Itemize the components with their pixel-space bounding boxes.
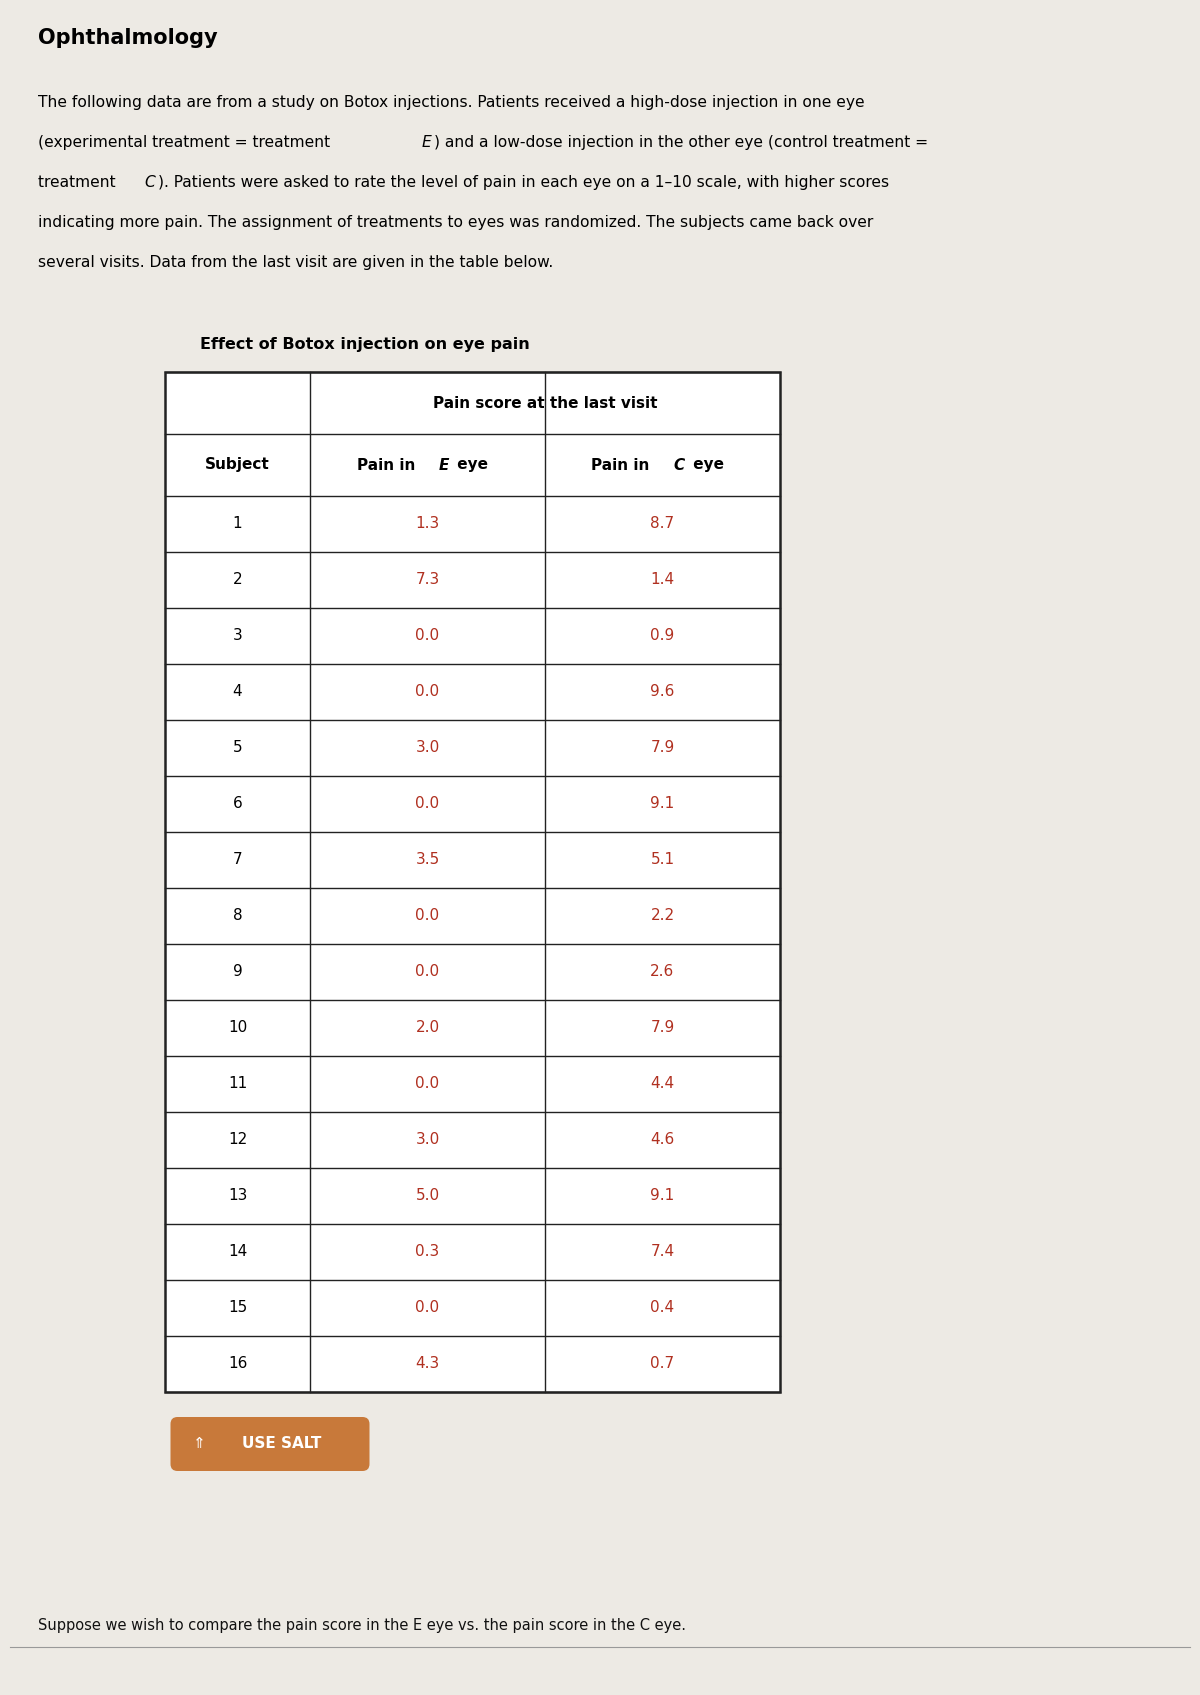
Text: 1.3: 1.3: [415, 517, 439, 532]
Text: 5: 5: [233, 741, 242, 756]
Text: 9: 9: [233, 964, 242, 980]
Text: 0.0: 0.0: [415, 629, 439, 644]
Text: 3.0: 3.0: [415, 1132, 439, 1148]
Text: 15: 15: [228, 1300, 247, 1315]
Text: ). Patients were asked to rate the level of pain in each eye on a 1–10 scale, wi: ). Patients were asked to rate the level…: [158, 175, 889, 190]
Text: 4.3: 4.3: [415, 1356, 439, 1371]
Text: 5.0: 5.0: [415, 1188, 439, 1203]
Text: E: E: [421, 136, 431, 149]
Text: (experimental treatment = treatment: (experimental treatment = treatment: [38, 136, 335, 149]
Text: 0.0: 0.0: [415, 964, 439, 980]
Text: ⇑: ⇑: [193, 1436, 206, 1451]
Text: 3.5: 3.5: [415, 853, 439, 868]
Text: 0.0: 0.0: [415, 1076, 439, 1092]
Text: 7.3: 7.3: [415, 573, 439, 588]
Text: 0.0: 0.0: [415, 797, 439, 812]
Text: 2.6: 2.6: [650, 964, 674, 980]
Text: 2.0: 2.0: [415, 1020, 439, 1036]
Text: 9.1: 9.1: [650, 797, 674, 812]
Text: Ophthalmology: Ophthalmology: [38, 29, 217, 47]
Text: 11: 11: [228, 1076, 247, 1092]
Text: Pain in: Pain in: [356, 458, 420, 473]
Text: The following data are from a study on Botox injections. Patients received a hig: The following data are from a study on B…: [38, 95, 865, 110]
Text: 0.4: 0.4: [650, 1300, 674, 1315]
Text: C: C: [144, 175, 155, 190]
Text: 7.9: 7.9: [650, 741, 674, 756]
Text: 7: 7: [233, 853, 242, 868]
Text: Suppose we wish to compare the pain score in the E eye vs. the pain score in the: Suppose we wish to compare the pain scor…: [38, 1619, 686, 1632]
Text: 4.4: 4.4: [650, 1076, 674, 1092]
Text: 8.7: 8.7: [650, 517, 674, 532]
Text: eye: eye: [688, 458, 724, 473]
Text: 0.0: 0.0: [415, 685, 439, 700]
Text: E: E: [439, 458, 449, 473]
Text: 8: 8: [233, 909, 242, 924]
Text: treatment: treatment: [38, 175, 120, 190]
Text: 6: 6: [233, 797, 242, 812]
Text: 4: 4: [233, 685, 242, 700]
Text: 1: 1: [233, 517, 242, 532]
Text: indicating more pain. The assignment of treatments to eyes was randomized. The s: indicating more pain. The assignment of …: [38, 215, 874, 231]
Text: 1.4: 1.4: [650, 573, 674, 588]
Text: 3: 3: [233, 629, 242, 644]
Text: Subject: Subject: [205, 458, 270, 473]
Text: ) and a low-dose injection in the other eye (control treatment =: ) and a low-dose injection in the other …: [434, 136, 928, 149]
Text: 13: 13: [228, 1188, 247, 1203]
Text: 2.2: 2.2: [650, 909, 674, 924]
Text: Pain score at the last visit: Pain score at the last visit: [433, 395, 658, 410]
FancyBboxPatch shape: [170, 1417, 370, 1471]
Text: 16: 16: [228, 1356, 247, 1371]
Text: 0.0: 0.0: [415, 909, 439, 924]
Text: 14: 14: [228, 1244, 247, 1259]
Text: Pain in: Pain in: [592, 458, 655, 473]
Text: 0.7: 0.7: [650, 1356, 674, 1371]
Text: 7.9: 7.9: [650, 1020, 674, 1036]
Bar: [166, 371, 780, 1392]
Text: 5.1: 5.1: [650, 853, 674, 868]
Text: 4.6: 4.6: [650, 1132, 674, 1148]
Text: 0.3: 0.3: [415, 1244, 439, 1259]
Text: C: C: [673, 458, 684, 473]
Text: 7.4: 7.4: [650, 1244, 674, 1259]
Text: 9.1: 9.1: [650, 1188, 674, 1203]
Text: 10: 10: [228, 1020, 247, 1036]
Text: 2: 2: [233, 573, 242, 588]
Text: 0.0: 0.0: [415, 1300, 439, 1315]
Text: eye: eye: [452, 458, 488, 473]
Text: 12: 12: [228, 1132, 247, 1148]
Text: USE SALT: USE SALT: [242, 1436, 322, 1451]
Text: 0.9: 0.9: [650, 629, 674, 644]
Bar: [166, 371, 780, 1392]
Text: Effect of Botox injection on eye pain: Effect of Botox injection on eye pain: [200, 337, 529, 353]
Text: 9.6: 9.6: [650, 685, 674, 700]
Text: 3.0: 3.0: [415, 741, 439, 756]
Text: several visits. Data from the last visit are given in the table below.: several visits. Data from the last visit…: [38, 254, 553, 270]
